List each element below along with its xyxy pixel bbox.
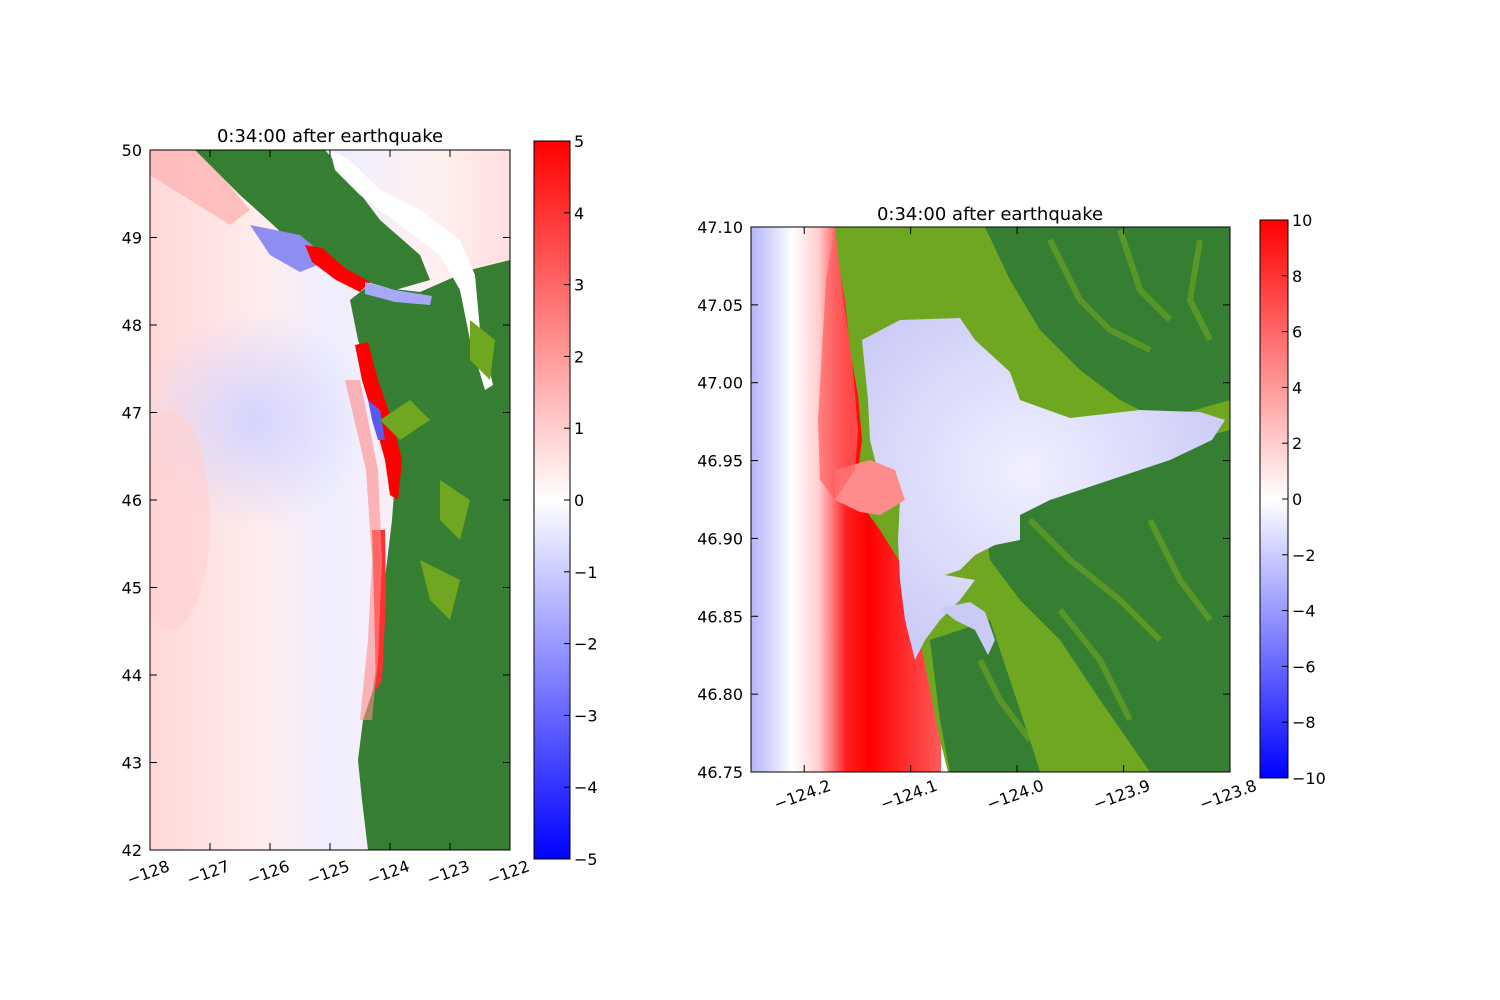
left-ytick-label: 45 — [122, 579, 142, 598]
right-colorbar-tick-label: 10 — [1292, 211, 1312, 230]
left-ytick-label: 47 — [122, 404, 142, 423]
left-map-title: 0:34:00 after earthquake — [217, 126, 443, 147]
left-strait-crest — [305, 245, 370, 292]
left-colorbar-tick-label: 2 — [574, 347, 584, 366]
right-colorbar-tick-label: 6 — [1292, 323, 1302, 342]
left-xtick-label: −127 — [184, 856, 232, 889]
right-ridges — [977, 229, 1213, 742]
right-xtick-label: −123.9 — [1091, 776, 1153, 814]
left-map-panel: 0:34:00 after earthquake −128 −127 −126 −12… — [122, 126, 598, 889]
left-coast-trough — [368, 400, 385, 440]
right-ytick-label: 46.95 — [697, 452, 743, 471]
right-colorbar-tick-label: 8 — [1292, 267, 1302, 286]
right-map-title: 0:34:00 after earthquake — [877, 204, 1103, 225]
left-positive-south-lobe — [150, 410, 210, 630]
left-colorbar-tick-label: −4 — [574, 778, 598, 797]
left-ytick-label: 46 — [122, 491, 142, 510]
right-colorbar-tick-label: −8 — [1292, 713, 1316, 732]
left-ytick-label: 50 — [122, 141, 142, 160]
left-colorbar-tick-label: −2 — [574, 635, 598, 654]
left-red-nw-diagonal — [150, 150, 250, 225]
left-colorbar-tick-label: 1 — [574, 419, 584, 438]
left-colorbar-ticks: −5 −4 −3 −2 −1 0 1 2 3 4 5 — [564, 132, 598, 869]
left-colorbar-tick-label: 0 — [574, 491, 584, 510]
left-water-puget — [330, 150, 493, 390]
left-xtick-label: −123 — [424, 856, 472, 889]
right-colorbar-tick-label: −4 — [1292, 602, 1316, 621]
right-grays-harbor-bay — [862, 318, 1225, 660]
right-colorbar-tick-label: −10 — [1292, 769, 1326, 788]
right-xtick-label: −123.8 — [1197, 776, 1259, 814]
right-colorbar-tick-label: −6 — [1292, 657, 1316, 676]
right-ytick-label: 46.80 — [697, 685, 743, 704]
left-xtick-label: −124 — [364, 856, 412, 889]
left-xtick-label: −122 — [484, 856, 532, 889]
right-xtick-label: −124.2 — [771, 776, 833, 814]
right-ytick-label: 46.85 — [697, 607, 743, 626]
right-colorbar-tick-label: 2 — [1292, 434, 1302, 453]
left-light-land-patches — [380, 320, 495, 620]
left-xtick-label: −126 — [244, 856, 292, 889]
left-strait-trough — [250, 225, 330, 272]
left-nearshore-band — [345, 380, 382, 720]
left-ytick-label: 43 — [122, 754, 142, 773]
right-chehalis-channel — [940, 602, 995, 655]
left-colorbar-tick-label: −3 — [574, 706, 598, 725]
right-colorbar-tick-label: −2 — [1292, 546, 1316, 565]
left-ytick-label: 49 — [122, 229, 142, 248]
right-ytick-label: 47.05 — [697, 296, 743, 315]
left-colorbar-tick-label: −1 — [574, 563, 598, 582]
left-colorbar-tick-label: 3 — [574, 276, 584, 295]
right-map-panel: 0:34:00 after earthquake −124.2 −124.1 −12… — [697, 204, 1326, 814]
left-land-vancouver-island — [195, 150, 430, 290]
right-map-heatmap — [751, 227, 1230, 772]
left-map-heatmap — [150, 150, 510, 850]
right-ytick-label: 47.10 — [697, 218, 743, 237]
right-xtick-label: −124.1 — [878, 776, 940, 814]
right-colorbar-tick-label: 4 — [1292, 378, 1302, 397]
left-colorbar-tick-label: −5 — [574, 850, 598, 869]
left-strait-east — [365, 282, 432, 305]
left-ytick-label: 48 — [122, 316, 142, 335]
right-spit-crest — [818, 227, 858, 500]
right-colorbar-ticks: −10 −8 −6 −4 −2 0 2 4 6 8 10 — [1282, 211, 1326, 788]
left-xtick-label: −125 — [304, 856, 352, 889]
right-ytick-label: 46.90 — [697, 529, 743, 548]
left-ytick-label: 42 — [122, 841, 142, 860]
left-ytick-label: 44 — [122, 666, 142, 685]
left-colorbar-tick-label: 5 — [574, 132, 584, 151]
right-map-frame — [750, 226, 1231, 773]
right-colorbar-tick-label: 0 — [1292, 490, 1302, 509]
left-xtick-label: −128 — [124, 856, 172, 889]
left-colorbar-tick-label: 4 — [574, 204, 584, 223]
right-xtick-label: −124.0 — [984, 776, 1046, 814]
right-ytick-label: 47.00 — [697, 374, 743, 393]
right-ytick-label: 46.75 — [697, 763, 743, 782]
